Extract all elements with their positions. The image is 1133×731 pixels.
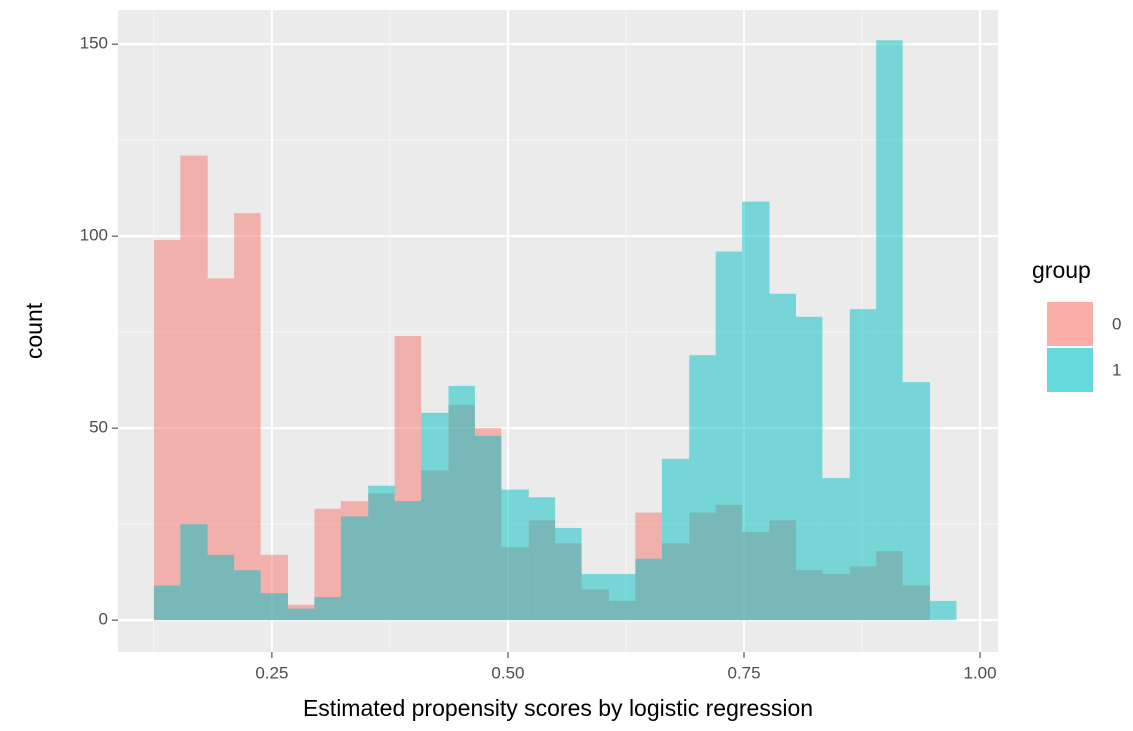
x-tick-label: 0.50 (491, 663, 524, 682)
histogram-bar (474, 435, 502, 621)
histogram-bar (314, 597, 341, 621)
histogram-bar (501, 489, 529, 621)
histogram-bar (287, 608, 315, 621)
histogram-bar (555, 527, 582, 621)
histogram-bar (581, 574, 609, 621)
histogram-bar (153, 585, 181, 621)
x-axis-title: Estimated propensity scores by logistic … (303, 695, 813, 721)
histogram-bar (822, 478, 850, 621)
y-axis-title: count (21, 302, 47, 359)
histogram-bar (234, 570, 261, 621)
legend-swatch (1047, 302, 1093, 346)
legend-swatch (1047, 348, 1093, 392)
histogram-bar (608, 574, 636, 621)
histogram-bar (849, 309, 877, 621)
x-tick-label: 0.25 (255, 663, 288, 682)
histogram-bar (689, 355, 716, 621)
histogram-bar (930, 600, 957, 621)
histogram-bar (207, 554, 235, 621)
histogram-bar (661, 458, 690, 621)
y-tick-label: 100 (80, 226, 108, 245)
y-tick-label: 0 (99, 610, 108, 629)
x-tick-label: 1.00 (964, 663, 997, 682)
histogram-bar (394, 501, 422, 621)
histogram-bar (876, 40, 903, 621)
histogram-bar (795, 316, 823, 621)
bars (153, 40, 957, 621)
histogram-bar (260, 593, 288, 621)
legend-label: 1 (1112, 360, 1121, 379)
histogram-bar (448, 385, 475, 621)
histogram-bar (635, 558, 662, 621)
y-tick-label: 150 (80, 34, 108, 53)
legend-title: group (1032, 257, 1091, 283)
histogram-bar (234, 213, 261, 621)
legend: 01 (1047, 302, 1121, 392)
histogram-bar (153, 239, 181, 621)
histogram-bar (421, 412, 449, 621)
axes: 0.25 0.50 0.75 1.00 0 50 100 150 (80, 34, 997, 683)
histogram-bar (340, 516, 369, 621)
x-tick-label: 0.75 (727, 663, 760, 682)
legend-label: 0 (1112, 314, 1121, 333)
histogram-bar (715, 251, 743, 621)
histogram-bar (742, 201, 770, 621)
histogram-bar (528, 497, 556, 621)
y-tick-label: 50 (89, 418, 108, 437)
histogram-bar (769, 293, 796, 621)
histogram-bar (180, 524, 208, 621)
histogram-bar (368, 485, 395, 621)
histogram-bar (902, 382, 931, 621)
